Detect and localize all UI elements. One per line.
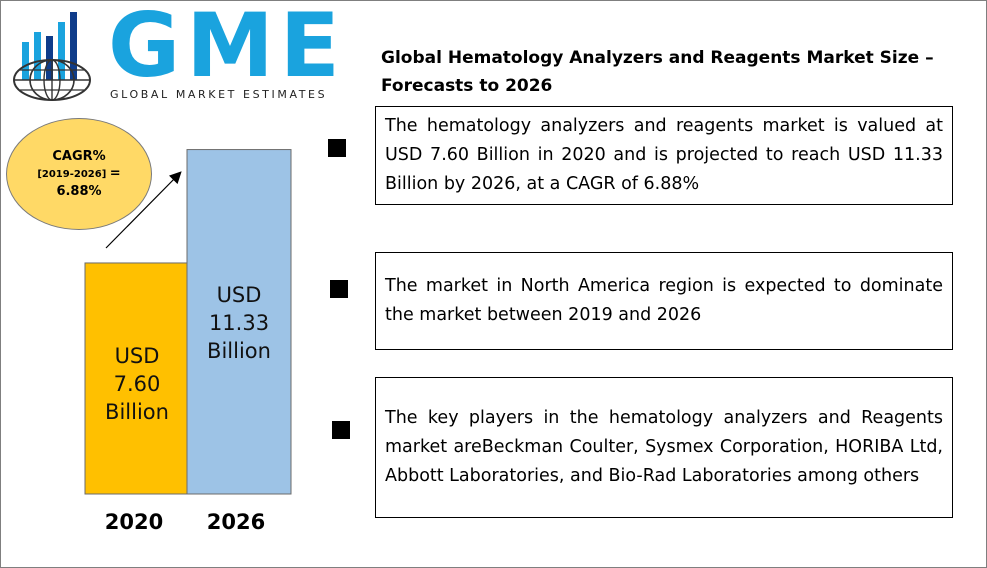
bullet-3 [332,421,350,439]
fact-text: The key players in the hematology analyz… [385,408,943,486]
fact-box-valuation: The hematology analyzers and reagents ma… [375,106,953,205]
gme-logo: GME GLOBAL MARKET ESTIMATES [8,2,340,106]
cagr-bubble: CAGR% [2019-2026] = 6.88% [6,118,152,230]
cagr-label: CAGR% [52,148,106,164]
page-title: Global Hematology Analyzers and Reagents… [381,48,934,96]
cagr-value: 6.88% [56,183,102,199]
bar-value-label-2026: USD 11.33 Billion [207,283,271,363]
fact-text: The market in North America region is ex… [385,276,943,325]
cagr-period-line: [2019-2026] = [37,166,120,183]
cagr-period: [2019-2026] [37,168,107,180]
category-label-2026: 2026 [206,510,266,534]
bullet-2 [330,280,348,298]
category-label-2020: 2020 [104,510,164,534]
cagr-equals: = [109,165,121,181]
bar-value-label-2020: USD 7.60 Billion [105,344,169,424]
logo-wordmark: GME [108,0,346,97]
bullet-1 [328,139,346,157]
logo-subtitle: GLOBAL MARKET ESTIMATES [110,88,328,101]
fact-box-region: The market in North America region is ex… [375,252,953,350]
fact-text: The hematology analyzers and reagents ma… [385,116,943,194]
fact-box-key-players: The key players in the hematology analyz… [375,377,953,518]
globe-bars-icon [13,12,91,101]
